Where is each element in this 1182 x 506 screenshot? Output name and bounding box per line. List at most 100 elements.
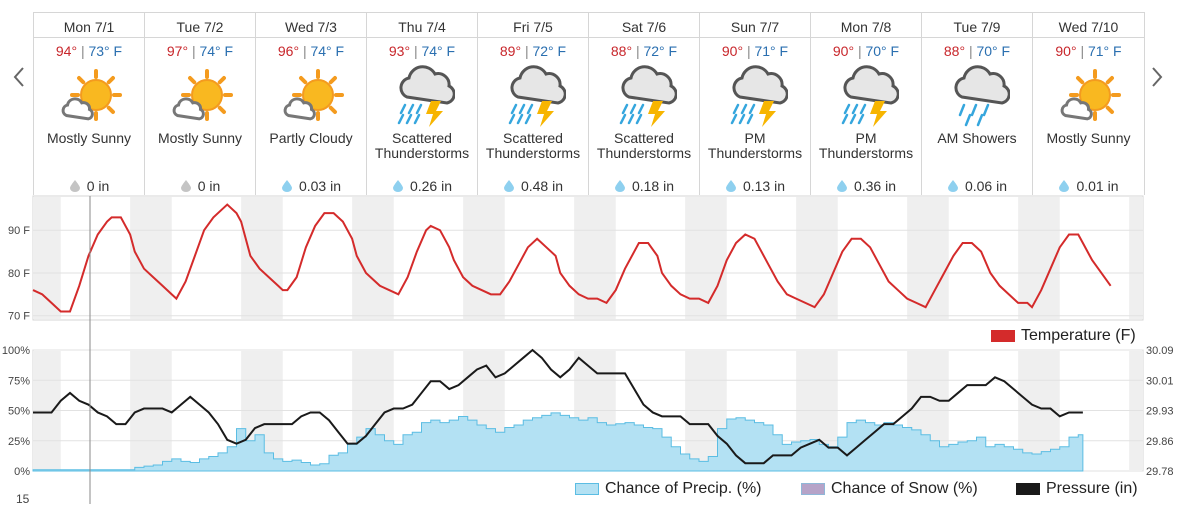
precip-tick-label: 0% <box>14 466 30 478</box>
high-temp: 90° <box>832 43 855 59</box>
legend-snow-label: Chance of Snow (%) <box>831 480 978 497</box>
night-band <box>130 197 144 319</box>
day-name: Tue 7/2 <box>145 17 255 38</box>
night-band <box>144 197 172 319</box>
mostly-sunny-icon <box>1060 69 1121 121</box>
raindrop-icon <box>725 180 736 192</box>
condition-label: Mostly Sunny <box>46 130 132 146</box>
day-temps: 89° | 72° F <box>478 43 588 59</box>
night-band <box>352 197 366 319</box>
precip-value: 0 in <box>86 178 110 194</box>
condition-label: Mostly Sunny <box>157 130 243 146</box>
legend-temperature-swatch <box>991 330 1015 342</box>
legend-pressure-label: Pressure (in) <box>1046 480 1138 497</box>
thunderstorm-icon <box>730 65 788 127</box>
raindrop-icon <box>69 180 80 192</box>
chevron-left-icon <box>13 67 24 87</box>
day-column[interactable]: Mon 7/8 90° | 70° F PM Thunderstorms 0.3… <box>811 13 922 202</box>
day-column[interactable]: Sat 7/6 88° | 72° F Scattered Thundersto… <box>589 13 700 202</box>
precip-amount: 0.18 in <box>589 178 699 194</box>
low-temp: 74° F <box>310 43 345 59</box>
night-band <box>921 197 949 319</box>
temp-separator: | <box>857 43 862 59</box>
pressure-tick-label: 29.78 <box>1146 466 1174 478</box>
day-name: Mon 7/8 <box>811 17 921 38</box>
legend-pressure[interactable]: Pressure (in) <box>1016 480 1138 498</box>
night-band <box>241 197 255 319</box>
precip-amount: 0.01 in <box>1033 178 1144 194</box>
raindrop-icon <box>503 180 514 192</box>
condition-label: Scattered Thunderstorms <box>485 130 581 161</box>
day-name: Tue 7/9 <box>922 17 1032 38</box>
day-temps: 90° | 70° F <box>811 43 921 59</box>
thunderstorm-icon <box>619 65 677 127</box>
day-column[interactable]: Fri 7/5 89° | 72° F Scattered Thundersto… <box>478 13 589 202</box>
legend-snow[interactable]: Chance of Snow (%) <box>801 480 978 498</box>
precip-value: 0.13 in <box>742 178 786 194</box>
night-band <box>699 197 727 319</box>
showers-icon <box>954 65 1010 127</box>
day-name: Sat 7/6 <box>589 17 699 38</box>
day-name: Thu 7/4 <box>367 17 477 38</box>
night-band <box>366 197 394 319</box>
low-temp: 71° F <box>754 43 789 59</box>
pressure-tick-label: 30.01 <box>1146 375 1174 387</box>
day-column[interactable]: Mon 7/1 94° | 73° F Mostly Sunny 0 in <box>34 13 145 202</box>
legend-temperature-label: Temperature (F) <box>1021 327 1136 344</box>
temp-separator: | <box>413 43 418 59</box>
raindrop-icon <box>392 180 403 192</box>
raindrop-icon <box>614 180 625 192</box>
precip-tick-label: 100% <box>2 345 30 357</box>
precip-value: 0.03 in <box>298 178 342 194</box>
precip-value: 0.01 in <box>1076 178 1119 194</box>
legend-precip[interactable]: Chance of Precip. (%) <box>575 480 762 498</box>
next-button[interactable] <box>1148 64 1166 97</box>
condition-label: Scattered Thunderstorms <box>374 130 470 161</box>
temp-separator: | <box>746 43 751 59</box>
high-temp: 88° <box>610 43 633 59</box>
day-column[interactable]: Sun 7/7 90° | 71° F PM Thunderstorms 0.1… <box>700 13 811 202</box>
precip-tick-label: 25% <box>8 436 30 448</box>
condition-label: Partly Cloudy <box>269 130 353 146</box>
legend-precip-swatch <box>575 483 599 495</box>
day-temps: 96° | 74° F <box>256 43 366 59</box>
precip-value: 0.18 in <box>631 178 675 194</box>
precip-value: 0.06 in <box>964 178 1008 194</box>
precip-tick-label: 50% <box>8 406 30 418</box>
pressure-line <box>33 348 1083 465</box>
day-column[interactable]: Tue 7/2 97° | 74° F Mostly Sunny 0 in <box>145 13 256 202</box>
temp-tick-label: 80 F <box>8 268 30 280</box>
day-column[interactable]: Thu 7/4 93° | 74° F Scattered Thundersto… <box>367 13 478 202</box>
pressure-tick-label: 30.09 <box>1146 345 1174 357</box>
temp-separator: | <box>968 43 973 59</box>
legend-precip-label: Chance of Precip. (%) <box>605 480 762 497</box>
high-temp: 90° <box>721 43 744 59</box>
low-temp: 74° F <box>421 43 456 59</box>
condition-label: PM Thunderstorms <box>818 130 914 161</box>
prev-button[interactable] <box>10 64 28 97</box>
day-name: Fri 7/5 <box>478 17 588 38</box>
precip-value: 0 in <box>197 178 221 194</box>
precip-value: 0.36 in <box>853 178 897 194</box>
night-band <box>255 197 283 319</box>
raindrop-icon <box>1059 180 1070 192</box>
day-name: Wed 7/10 <box>1033 17 1144 38</box>
temp-separator: | <box>191 43 196 59</box>
night-band <box>463 197 477 319</box>
night-band <box>574 197 588 319</box>
night-band <box>796 197 810 319</box>
chevron-right-icon <box>1152 67 1163 87</box>
night-band <box>1018 197 1032 319</box>
legend-snow-swatch <box>801 483 825 495</box>
thunderstorm-icon <box>841 65 899 127</box>
low-temp: 72° F <box>643 43 678 59</box>
night-band <box>1129 197 1143 319</box>
high-temp: 89° <box>499 43 522 59</box>
day-temps: 90° | 71° F <box>700 43 810 59</box>
temperature-line <box>32 203 1112 313</box>
day-column[interactable]: Wed 7/3 96° | 74° F Partly Cloudy 0.03 i… <box>256 13 367 202</box>
raindrop-icon <box>947 180 958 192</box>
low-temp: 72° F <box>532 43 567 59</box>
precip-tick-label: 75% <box>8 375 30 387</box>
low-temp: 71° F <box>1087 43 1122 59</box>
